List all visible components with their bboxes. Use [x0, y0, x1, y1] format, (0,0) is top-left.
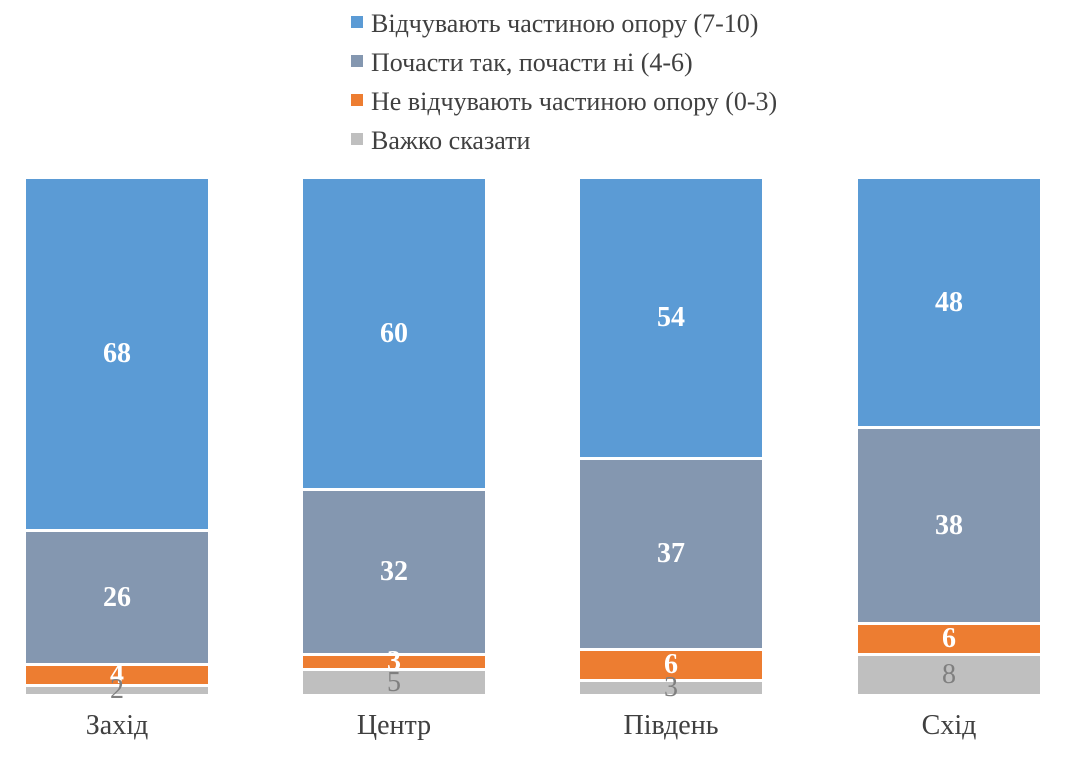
category-label: Центр: [356, 710, 432, 741]
bar-segment-series3: 6: [858, 621, 1040, 654]
legend-marker-icon: [351, 55, 363, 67]
bar-segment-series4: 5: [303, 666, 485, 698]
bar-segment-series4: 8: [858, 652, 1040, 694]
legend: Відчувають частиною опору (7-10) Почасти …: [351, 4, 777, 160]
data-label: 32: [380, 555, 408, 587]
bar-segment-series1: 60: [303, 179, 485, 488]
data-label: 6: [664, 648, 678, 680]
bar-segment-series4: 3: [580, 673, 762, 701]
data-label: 3: [664, 671, 678, 703]
legend-marker-icon: [351, 16, 363, 28]
bar-segment-series2: 26: [26, 529, 208, 664]
data-label: 4: [110, 658, 124, 690]
data-label: 38: [935, 509, 963, 541]
bar-segment-series3: 6: [580, 647, 762, 680]
data-label: 3: [387, 646, 401, 678]
legend-label: Почасти так, почасти ні (4-6): [371, 47, 693, 77]
bar-3: 54 37 6 3: [580, 179, 762, 701]
data-label: 48: [935, 286, 963, 318]
bar-segment-series1: 48: [858, 179, 1040, 427]
data-label: 54: [657, 302, 685, 334]
bar-4: 48 38 6 8: [858, 179, 1040, 694]
category-label: Захід: [85, 710, 149, 741]
category-label: Південь: [623, 710, 719, 741]
legend-marker-icon: [351, 94, 363, 106]
category-label: Схід: [921, 710, 977, 741]
data-label: 37: [657, 537, 685, 569]
data-label: 2: [110, 674, 124, 706]
bar-segment-series2: 37: [580, 457, 762, 648]
data-label: 8: [942, 658, 956, 690]
bar-segment-series1: 54: [580, 179, 762, 458]
data-label: 5: [387, 666, 401, 698]
legend-label: Важко сказати: [371, 125, 531, 155]
data-label: 68: [103, 338, 131, 370]
bar-segment-series2: 38: [858, 426, 1040, 622]
legend-label: Не відчувають частиною опору (0-3): [371, 86, 778, 116]
data-label: 6: [942, 622, 956, 654]
data-label: 26: [103, 581, 131, 613]
bar-2: 60 32 3 5: [303, 179, 485, 698]
legend-item-1: Відчувають частиною опору (7-10): [351, 4, 777, 43]
data-label: 60: [380, 317, 408, 349]
legend-marker-icon: [351, 133, 363, 145]
legend-item-4: Важко сказати: [351, 121, 777, 160]
legend-item-2: Почасти так, почасти ні (4-6): [351, 43, 777, 82]
bar-segment-series2: 32: [303, 488, 485, 653]
legend-label: Відчувають частиною опору (7-10): [371, 8, 759, 38]
bar-segment-series4: 2: [26, 676, 208, 704]
bar-segment-series3: 4: [26, 660, 208, 688]
bar-segment-series3: 3: [303, 648, 485, 676]
bar-segment-series1: 68: [26, 179, 208, 530]
legend-item-3: Не відчувають частиною опору (0-3): [351, 82, 777, 121]
bar-1: 68 26 4 2: [26, 179, 208, 704]
